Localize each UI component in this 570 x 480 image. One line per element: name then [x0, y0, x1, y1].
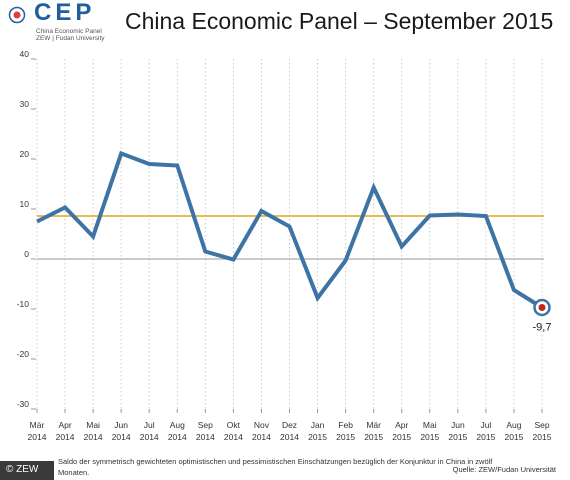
x-tick-label: Jul [144, 420, 155, 430]
x-tick-label-year: 2014 [168, 432, 187, 442]
x-tick-label: Apr [58, 420, 71, 430]
logo-affiliation: ZEW | Fudan University [36, 35, 105, 42]
x-axis: Mär 2014 Apr 2014 Mai 2014 Jun 2014 Jul 2014 Aug 20… [28, 409, 552, 442]
footer: Saldo der symmetrisch gewichteten optimi… [0, 457, 570, 480]
x-tick-label: Okt [227, 420, 241, 430]
cep-logo: CEP China Economic Panel ZEW | Fudan Uni… [4, 0, 114, 42]
x-tick-label: Jun [114, 420, 128, 430]
x-tick-label: Sep [534, 420, 549, 430]
x-tick-label-year: 2014 [196, 432, 215, 442]
y-tick-label: 40 [20, 49, 30, 59]
x-tick-label: Aug [170, 420, 185, 430]
y-tick-label: 0 [24, 249, 29, 259]
x-tick-label: Mai [86, 420, 100, 430]
logo-subtitle: China Economic Panel [36, 28, 102, 35]
reference-lines [37, 215, 544, 260]
x-tick-label: Jan [311, 420, 325, 430]
x-tick-label-year: 2014 [56, 432, 75, 442]
footnote-continued: Monaten. [58, 468, 90, 477]
y-tick-label: -20 [17, 349, 30, 359]
y-tick-label: -30 [17, 399, 30, 409]
x-tick-label: Mär [30, 420, 45, 430]
chart-title: China Economic Panel – September 2015 [125, 8, 554, 34]
y-tick-label: -10 [17, 299, 30, 309]
x-tick-label-year: 2014 [28, 432, 47, 442]
source-note: Quelle: ZEW/Fudan Universität [452, 465, 556, 474]
x-tick-label: Feb [338, 420, 353, 430]
logo-wordmark: CEP [34, 0, 96, 26]
copyright-bar: © ZEW [0, 461, 54, 480]
x-tick-label-year: 2015 [533, 432, 552, 442]
x-tick-label-year: 2015 [336, 432, 355, 442]
x-tick-label-year: 2015 [476, 432, 495, 442]
x-tick-label-year: 2014 [224, 432, 243, 442]
x-tick-label: Jul [480, 420, 491, 430]
y-tick-label: 30 [20, 99, 30, 109]
end-value-label: -9,7 [533, 322, 552, 334]
x-tick-label-year: 2015 [448, 432, 467, 442]
end-marker-dot [538, 304, 546, 311]
line-chart: 40 30 20 10 0 -10 -20 -30 -9,7 Mär 2014 Apr 2014 Ma… [17, 49, 552, 442]
x-tick-label-year: 2015 [392, 432, 411, 442]
copyright: © ZEW [6, 464, 39, 475]
x-tick-label-year: 2014 [140, 432, 159, 442]
x-tick-label: Nov [254, 420, 270, 430]
x-tick-label: Sep [198, 420, 213, 430]
x-tick-label-year: 2014 [252, 432, 271, 442]
y-tick-label: 20 [20, 149, 30, 159]
x-tick-label-year: 2015 [504, 432, 523, 442]
x-tick-label-year: 2014 [112, 432, 131, 442]
grid [36, 59, 543, 409]
series: -9,7 [36, 150, 552, 334]
x-tick-label: Aug [506, 420, 521, 430]
cep-logo-mark-icon [8, 6, 26, 24]
footnote: Saldo der symmetrisch gewichteten optimi… [58, 457, 493, 466]
y-axis: 40 30 20 10 0 -10 -20 -30 [17, 49, 38, 410]
x-tick-label-year: 2014 [84, 432, 103, 442]
x-tick-label-year: 2015 [364, 432, 383, 442]
x-tick-label-year: 2014 [280, 432, 299, 442]
y-tick-label: 10 [20, 199, 30, 209]
x-tick-label: Jun [451, 420, 465, 430]
x-tick-label-year: 2015 [308, 432, 327, 442]
x-tick-label: Mai [423, 420, 437, 430]
x-tick-label-year: 2015 [420, 432, 439, 442]
x-tick-label: Mär [366, 420, 381, 430]
x-tick-label: Dez [282, 420, 297, 430]
x-tick-label: Apr [395, 420, 408, 430]
